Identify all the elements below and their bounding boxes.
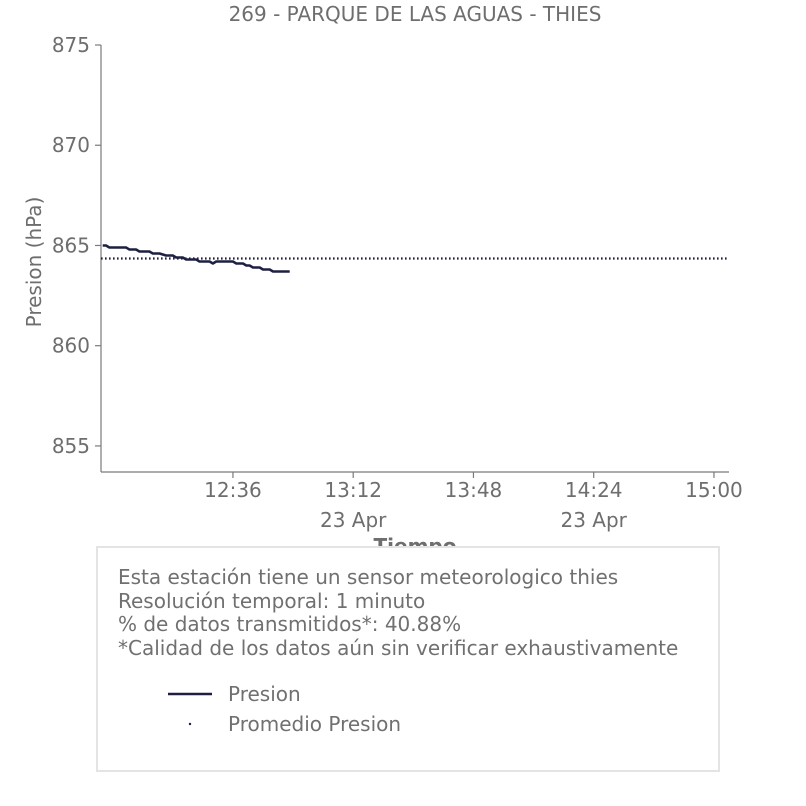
info-lines: Esta estación tiene un sensor meteorolog…	[118, 565, 679, 660]
x-tick-label: 13:48	[445, 478, 503, 502]
x-tick-label: 13:12	[324, 478, 382, 502]
info-line-quality: *Calidad de los datos aún sin verificar …	[118, 635, 679, 660]
x-tick-date-label: 23 Apr	[320, 508, 387, 532]
x-tick-date-label: 23 Apr	[561, 508, 628, 532]
y-axis-label: Presion (hPa)	[22, 197, 46, 328]
chart-title: 269 - PARQUE DE LAS AGUAS - THIES	[229, 2, 602, 26]
info-line-transmitted: % de datos transmitidos*: 40.88%	[118, 612, 462, 636]
y-tick-label: 855	[52, 434, 90, 458]
legend-swatch-promedio	[188, 722, 192, 726]
x-tick-label: 12:36	[204, 478, 262, 502]
legend-swatch-presion	[168, 692, 212, 696]
legend-label-promedio: Promedio Presion	[228, 712, 402, 736]
x-tick-label: 14:24	[565, 478, 623, 502]
legend-label-presion: Presion	[228, 682, 301, 706]
info-line-resolution: Resolución temporal: 1 minuto	[118, 588, 426, 613]
info-box: Esta estación tiene un sensor meteorolog…	[96, 546, 720, 772]
y-tick-label: 865	[52, 233, 90, 257]
y-tick-label: 875	[52, 33, 90, 57]
y-tick-label: 870	[52, 133, 90, 157]
x-tick-label: 15:00	[685, 478, 743, 502]
info-line-sensor: Esta estación tiene un sensor meteorolog…	[118, 565, 619, 589]
plot-area: 855 860 865 870 875 12:36 13:12 23 Apr 13:48 14:2…	[52, 33, 743, 532]
y-tick-label: 860	[52, 334, 90, 358]
